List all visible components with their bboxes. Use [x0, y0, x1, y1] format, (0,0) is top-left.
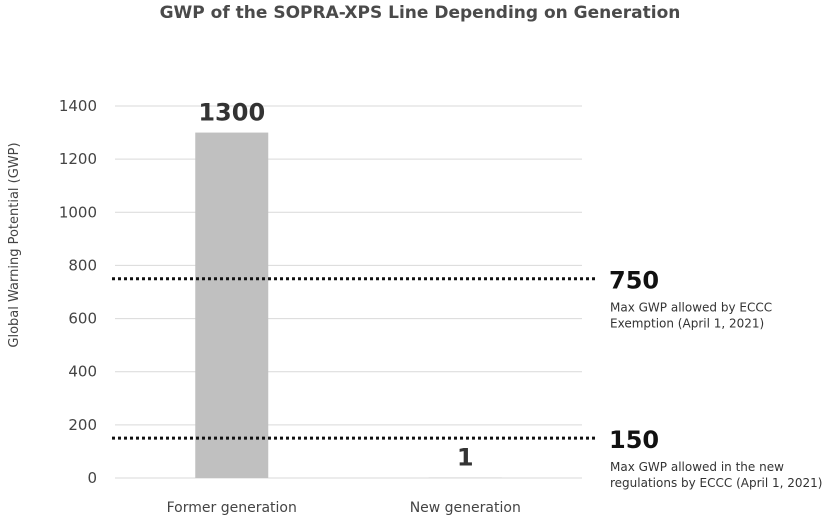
- y-axis-ticks: 0 200 400 600 800 1000 1200 1400: [59, 97, 97, 487]
- x-tick-label: Former generation: [167, 500, 297, 516]
- bar: [195, 132, 269, 479]
- x-axis-ticks: Former generation New generation: [167, 500, 521, 516]
- y-tick-label: 800: [68, 256, 97, 274]
- y-tick-label: 1000: [59, 203, 97, 221]
- reference-note: Exemption (April 1, 2021): [610, 317, 764, 331]
- y-axis-label: Global Warning Potential (GWP): [7, 142, 22, 347]
- reference-note: regulations by ECCC (April 1, 2021): [610, 476, 823, 490]
- y-tick-label: 200: [68, 416, 97, 434]
- y-tick-label: 400: [68, 363, 97, 381]
- reference-note: Max GWP allowed by ECCC: [610, 301, 772, 315]
- reference-note: Max GWP allowed in the new: [610, 460, 784, 474]
- bar-data-label: 1: [457, 444, 474, 472]
- bars: 1300 1: [195, 99, 502, 479]
- reference-value-label: 150: [609, 426, 659, 454]
- y-tick-label: 1400: [59, 97, 97, 115]
- reference-value-label: 750: [609, 267, 659, 295]
- bar-data-label: 1300: [198, 99, 265, 127]
- reference-lines: 750 Max GWP allowed by ECCC Exemption (Apr…: [112, 267, 823, 490]
- y-tick-label: 1200: [59, 150, 97, 168]
- x-tick-label: New generation: [410, 500, 521, 516]
- y-tick-label: 600: [68, 310, 97, 328]
- y-tick-label: 0: [87, 469, 97, 487]
- gridlines: [115, 105, 582, 479]
- chart-title: GWP of the SOPRA-XPS Line Depending on G…: [160, 3, 681, 23]
